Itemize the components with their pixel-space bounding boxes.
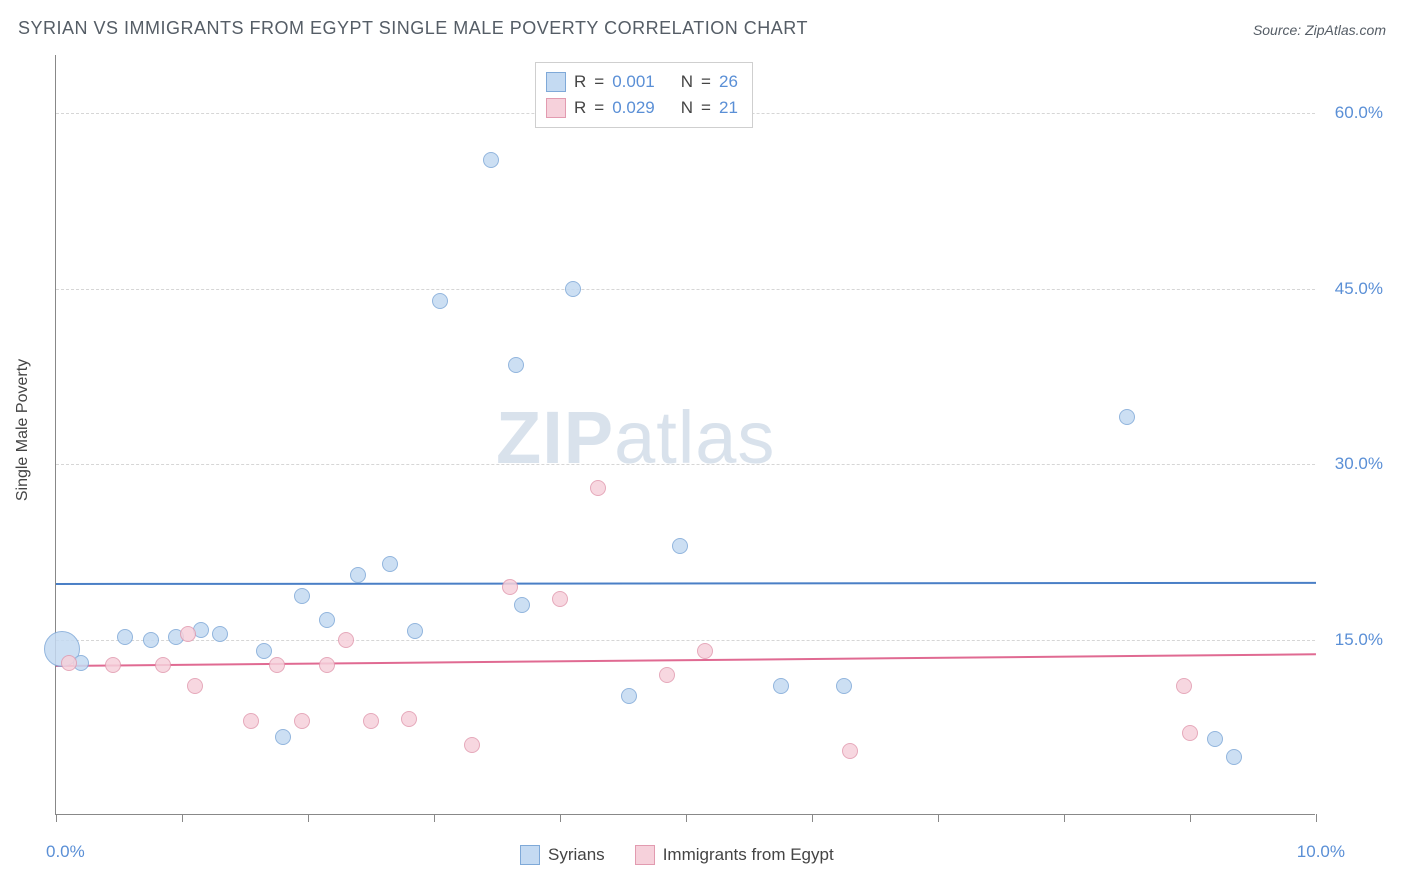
legend-swatch-syrians bbox=[520, 845, 540, 865]
data-point bbox=[483, 152, 499, 168]
gridline bbox=[56, 464, 1315, 465]
data-point bbox=[243, 713, 259, 729]
x-tick bbox=[812, 814, 813, 822]
stats-row-egypt: R = 0.029 N = 21 bbox=[546, 95, 738, 121]
stat-eq: = bbox=[594, 69, 604, 95]
data-point bbox=[464, 737, 480, 753]
stats-row-syrians: R = 0.001 N = 26 bbox=[546, 69, 738, 95]
x-tick bbox=[1064, 814, 1065, 822]
data-point bbox=[502, 579, 518, 595]
data-point bbox=[382, 556, 398, 572]
legend-label-syrians: Syrians bbox=[548, 845, 605, 865]
chart-container: SYRIAN VS IMMIGRANTS FROM EGYPT SINGLE M… bbox=[0, 0, 1406, 892]
data-point bbox=[590, 480, 606, 496]
data-point bbox=[401, 711, 417, 727]
x-tick bbox=[686, 814, 687, 822]
stat-n-value-syrians: 26 bbox=[719, 69, 738, 95]
data-point bbox=[773, 678, 789, 694]
legend-label-egypt: Immigrants from Egypt bbox=[663, 845, 834, 865]
x-tick bbox=[560, 814, 561, 822]
watermark-bold: ZIP bbox=[496, 396, 614, 479]
stat-n-value-egypt: 21 bbox=[719, 95, 738, 121]
chart-title: SYRIAN VS IMMIGRANTS FROM EGYPT SINGLE M… bbox=[18, 18, 808, 39]
data-point bbox=[338, 632, 354, 648]
watermark: ZIPatlas bbox=[496, 395, 775, 480]
data-point bbox=[275, 729, 291, 745]
stats-legend: R = 0.001 N = 26 R = 0.029 N = 21 bbox=[535, 62, 753, 128]
data-point bbox=[1226, 749, 1242, 765]
data-point bbox=[508, 357, 524, 373]
stat-eq3: = bbox=[594, 95, 604, 121]
data-point bbox=[552, 591, 568, 607]
legend-swatch-egypt bbox=[635, 845, 655, 865]
y-tick-label: 30.0% bbox=[1335, 454, 1383, 474]
data-point bbox=[1182, 725, 1198, 741]
stat-r-label2: R bbox=[574, 95, 586, 121]
stat-eq4: = bbox=[701, 95, 711, 121]
x-tick bbox=[308, 814, 309, 822]
legend-item-syrians: Syrians bbox=[520, 845, 605, 865]
y-tick-label: 45.0% bbox=[1335, 279, 1383, 299]
stat-r-value-egypt: 0.029 bbox=[612, 95, 655, 121]
data-point bbox=[842, 743, 858, 759]
data-point bbox=[1207, 731, 1223, 747]
watermark-rest: atlas bbox=[614, 396, 775, 479]
x-start-label: 0.0% bbox=[46, 842, 85, 862]
gridline bbox=[56, 289, 1315, 290]
data-point bbox=[269, 657, 285, 673]
x-tick bbox=[182, 814, 183, 822]
data-point bbox=[294, 588, 310, 604]
data-point bbox=[363, 713, 379, 729]
data-point bbox=[836, 678, 852, 694]
data-point bbox=[117, 629, 133, 645]
data-point bbox=[143, 632, 159, 648]
data-point bbox=[155, 657, 171, 673]
data-point bbox=[294, 713, 310, 729]
trend-line bbox=[56, 654, 1316, 668]
swatch-egypt bbox=[546, 98, 566, 118]
data-point bbox=[697, 643, 713, 659]
stat-n-label2: N bbox=[681, 95, 693, 121]
x-tick bbox=[434, 814, 435, 822]
stat-r-label: R bbox=[574, 69, 586, 95]
data-point bbox=[514, 597, 530, 613]
data-point bbox=[565, 281, 581, 297]
swatch-syrians bbox=[546, 72, 566, 92]
data-point bbox=[350, 567, 366, 583]
data-point bbox=[187, 678, 203, 694]
data-point bbox=[105, 657, 121, 673]
data-point bbox=[672, 538, 688, 554]
gridline bbox=[56, 640, 1315, 641]
data-point bbox=[61, 655, 77, 671]
x-tick bbox=[56, 814, 57, 822]
x-tick bbox=[1316, 814, 1317, 822]
stat-eq2: = bbox=[701, 69, 711, 95]
x-tick bbox=[1190, 814, 1191, 822]
stat-r-value-syrians: 0.001 bbox=[612, 69, 655, 95]
data-point bbox=[407, 623, 423, 639]
data-point bbox=[319, 612, 335, 628]
data-point bbox=[180, 626, 196, 642]
legend-item-egypt: Immigrants from Egypt bbox=[635, 845, 834, 865]
y-tick-label: 60.0% bbox=[1335, 103, 1383, 123]
y-axis-label: Single Male Poverty bbox=[14, 359, 32, 501]
bottom-legend: Syrians Immigrants from Egypt bbox=[520, 845, 834, 865]
x-end-label: 10.0% bbox=[1297, 842, 1345, 862]
data-point bbox=[432, 293, 448, 309]
x-tick bbox=[938, 814, 939, 822]
stat-n-label: N bbox=[681, 69, 693, 95]
plot-area: ZIPatlas 15.0%30.0%45.0%60.0%0.0%10.0% bbox=[55, 55, 1315, 815]
data-point bbox=[212, 626, 228, 642]
trend-line bbox=[56, 582, 1316, 585]
source-attribution: Source: ZipAtlas.com bbox=[1253, 22, 1386, 38]
data-point bbox=[621, 688, 637, 704]
data-point bbox=[256, 643, 272, 659]
data-point bbox=[659, 667, 675, 683]
data-point bbox=[1176, 678, 1192, 694]
data-point bbox=[319, 657, 335, 673]
y-tick-label: 15.0% bbox=[1335, 630, 1383, 650]
data-point bbox=[1119, 409, 1135, 425]
